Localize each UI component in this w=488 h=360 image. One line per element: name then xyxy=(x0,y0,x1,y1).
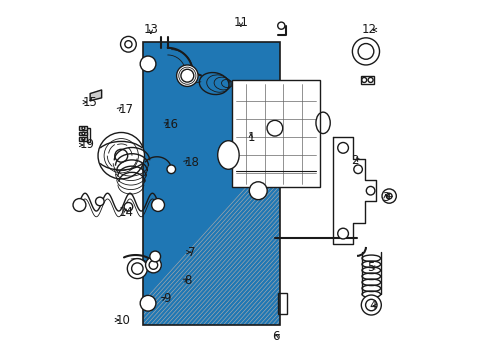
Text: 5: 5 xyxy=(367,261,374,274)
Text: 13: 13 xyxy=(143,23,158,36)
Bar xyxy=(231,80,319,187)
Bar xyxy=(360,76,373,84)
Text: 15: 15 xyxy=(83,96,98,109)
Text: 18: 18 xyxy=(184,156,199,169)
Circle shape xyxy=(386,193,391,199)
Bar xyxy=(80,137,87,141)
Bar xyxy=(278,293,287,314)
Circle shape xyxy=(115,149,127,162)
Text: 1: 1 xyxy=(246,131,254,144)
Text: 12: 12 xyxy=(361,23,376,36)
Circle shape xyxy=(366,186,374,195)
Circle shape xyxy=(140,296,156,311)
Bar xyxy=(80,132,87,135)
Circle shape xyxy=(82,132,84,135)
Circle shape xyxy=(176,65,198,86)
Bar xyxy=(142,42,280,325)
Bar xyxy=(80,126,87,130)
Text: 16: 16 xyxy=(164,118,179,131)
Circle shape xyxy=(353,165,362,174)
Circle shape xyxy=(277,22,285,29)
Bar xyxy=(142,42,280,325)
Bar xyxy=(87,128,90,143)
Circle shape xyxy=(352,38,379,65)
Circle shape xyxy=(249,182,266,200)
Circle shape xyxy=(98,132,144,179)
Circle shape xyxy=(266,120,282,136)
Circle shape xyxy=(149,251,160,262)
Text: 19: 19 xyxy=(80,139,94,152)
Text: 2: 2 xyxy=(350,154,358,167)
Circle shape xyxy=(337,228,348,239)
Circle shape xyxy=(337,143,348,153)
Text: 6: 6 xyxy=(271,330,279,343)
Ellipse shape xyxy=(217,141,239,169)
Text: 8: 8 xyxy=(183,274,191,287)
Circle shape xyxy=(166,165,175,174)
Circle shape xyxy=(140,56,156,72)
Circle shape xyxy=(127,258,147,279)
Circle shape xyxy=(82,127,84,130)
Text: 4: 4 xyxy=(368,299,376,312)
Text: 7: 7 xyxy=(188,246,195,258)
Circle shape xyxy=(361,295,381,315)
Text: 10: 10 xyxy=(115,314,130,327)
Text: 17: 17 xyxy=(119,103,134,116)
Text: 11: 11 xyxy=(233,16,248,29)
Circle shape xyxy=(73,199,86,211)
Text: 9: 9 xyxy=(163,292,170,305)
Circle shape xyxy=(121,36,136,52)
Circle shape xyxy=(95,197,104,206)
Circle shape xyxy=(145,257,161,273)
Text: 14: 14 xyxy=(118,206,133,219)
Text: 3: 3 xyxy=(381,192,388,204)
Circle shape xyxy=(151,199,164,211)
Polygon shape xyxy=(90,90,102,101)
Bar xyxy=(142,42,280,325)
Circle shape xyxy=(82,138,84,140)
Circle shape xyxy=(124,203,132,211)
Circle shape xyxy=(381,189,395,203)
